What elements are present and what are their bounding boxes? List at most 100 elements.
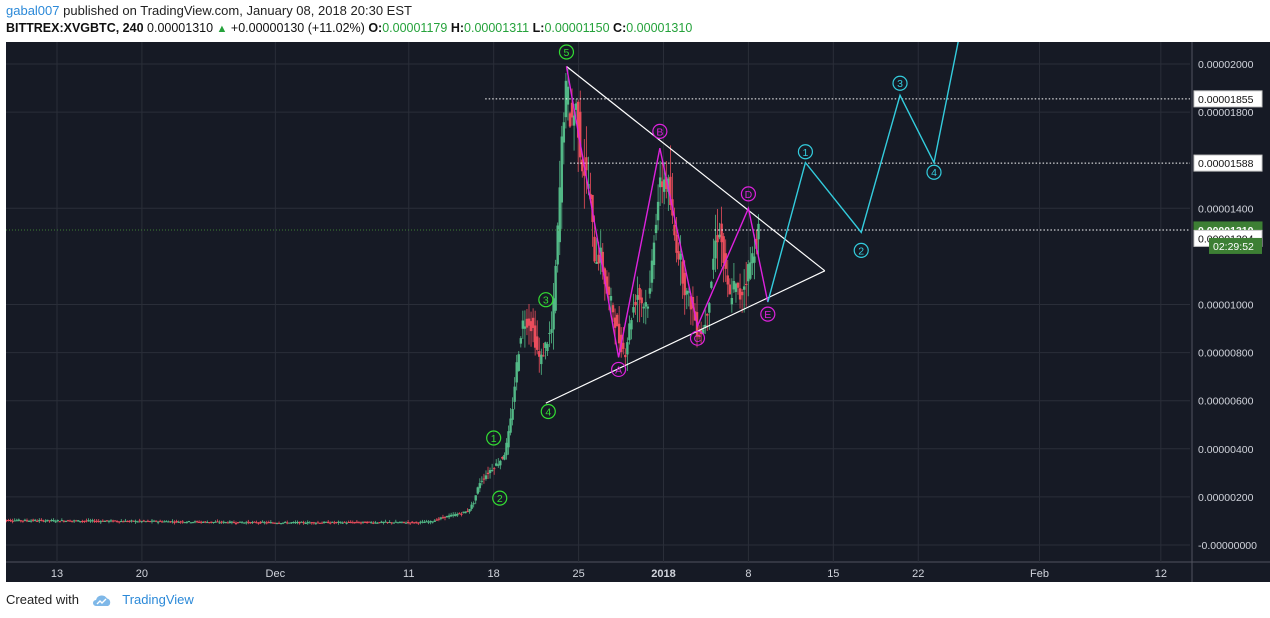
candle-body xyxy=(673,224,676,236)
author-link[interactable]: gabal007 xyxy=(6,3,60,18)
candle-body xyxy=(417,522,420,524)
candle-body xyxy=(310,522,314,524)
candle-body xyxy=(382,522,385,524)
candle-body xyxy=(165,521,168,523)
triangle-lower-line xyxy=(545,270,826,404)
candle-body xyxy=(601,251,604,272)
candle-body xyxy=(224,522,227,524)
candle-body xyxy=(482,478,486,480)
candle-body xyxy=(322,521,326,523)
candle-body xyxy=(429,520,432,523)
candle-body xyxy=(70,520,74,522)
candle-body xyxy=(579,111,582,158)
candle-body xyxy=(48,520,51,522)
candle-body xyxy=(427,521,430,523)
candle-body xyxy=(665,177,668,189)
price-tick-label: 0.00000400 xyxy=(1198,444,1254,456)
candle-body xyxy=(449,514,453,517)
candle-body xyxy=(527,318,531,326)
projected-wave-label-text: 1 xyxy=(802,147,808,159)
candle-body xyxy=(433,520,436,522)
candle-body xyxy=(546,344,549,352)
triangle-upper-line xyxy=(566,65,826,272)
impulse-wave-label: 5 xyxy=(558,44,575,60)
candle-body xyxy=(31,519,35,521)
close-value: 0.00001310 xyxy=(626,21,693,35)
candle-body xyxy=(435,519,439,521)
candle-body xyxy=(154,520,158,522)
candle-body xyxy=(515,362,518,383)
candle-body xyxy=(99,521,102,523)
candle-body xyxy=(658,177,662,188)
candle-body xyxy=(58,521,61,523)
candle-body xyxy=(652,242,656,265)
candle-body xyxy=(226,522,230,524)
candle-body xyxy=(560,136,563,203)
candle-body xyxy=(19,520,23,522)
candle-body xyxy=(171,521,174,523)
candle-body xyxy=(183,522,186,524)
candle-body xyxy=(33,519,37,521)
projected-wave-label-text: 4 xyxy=(931,167,937,179)
impulse-wave-label-circle xyxy=(538,292,554,308)
candle-body xyxy=(683,272,686,296)
candle-body xyxy=(105,520,109,522)
tradingview-link[interactable]: TradingView xyxy=(122,592,194,607)
candle-body xyxy=(83,520,86,522)
candle-body xyxy=(552,298,555,330)
candle-body xyxy=(744,283,748,285)
candle-body xyxy=(597,254,600,264)
candle-body xyxy=(468,508,471,512)
candle-body xyxy=(306,522,309,524)
candle-body xyxy=(324,521,328,523)
candle-body xyxy=(329,522,332,524)
candle-body xyxy=(581,159,584,172)
low-value: 0.00001150 xyxy=(544,21,610,35)
candle-body xyxy=(646,306,650,309)
candle-body xyxy=(64,520,68,522)
candle-body xyxy=(44,520,47,522)
candle-body xyxy=(46,519,49,521)
candle-body xyxy=(370,522,373,524)
candle-body xyxy=(242,522,246,524)
candle-body xyxy=(697,334,701,337)
impulse-wave-label-text: 4 xyxy=(545,407,551,419)
candle-body xyxy=(607,286,611,295)
candle-body xyxy=(249,522,252,524)
time-tick-label: 13 xyxy=(51,568,63,580)
projected-wave-label-circle xyxy=(892,75,908,91)
time-tick-label: 2018 xyxy=(651,568,675,580)
time-tick-label: 22 xyxy=(912,568,924,580)
candle-body xyxy=(603,268,607,285)
candle-body xyxy=(648,288,652,294)
candle-body xyxy=(167,521,170,523)
candle-body xyxy=(335,522,338,524)
plot-background xyxy=(6,42,1190,562)
up-arrow-icon: ▲ xyxy=(216,23,228,35)
tradingview-cloud-icon xyxy=(92,595,110,606)
candle-body xyxy=(345,522,348,524)
candle-body xyxy=(558,187,561,243)
candle-body xyxy=(388,522,391,524)
candle-body xyxy=(120,521,123,523)
candle-body xyxy=(501,457,504,459)
publish-line: gabal007 published on TradingView.com, J… xyxy=(6,3,412,18)
candle-body xyxy=(361,521,365,523)
candle-body xyxy=(216,521,219,523)
impulse-wave-label: 1 xyxy=(486,430,502,446)
candle-body xyxy=(638,287,641,300)
time-tick-label: 11 xyxy=(403,568,414,580)
impulse-wave-label-text: 3 xyxy=(543,295,549,307)
candle-body xyxy=(458,513,461,515)
candle-body xyxy=(124,520,127,522)
candle-body xyxy=(636,295,639,300)
candle-body xyxy=(400,521,404,523)
time-tick-label: Dec xyxy=(266,568,286,580)
candle-body xyxy=(585,157,588,171)
candle-body xyxy=(480,480,484,482)
candle-body xyxy=(714,240,717,259)
candle-body xyxy=(103,520,107,522)
price-tick-label: 0.00001400 xyxy=(1198,203,1254,215)
candle-body xyxy=(269,522,273,524)
